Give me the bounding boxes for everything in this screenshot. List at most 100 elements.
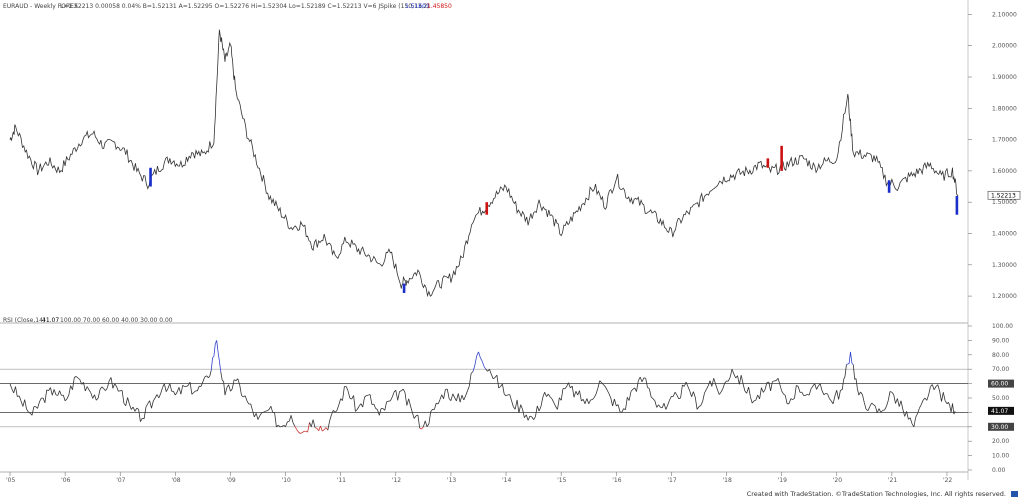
rsi-series-segment [928, 386, 931, 395]
rsi-series-segment [874, 406, 878, 414]
rsi-series-segment [456, 393, 459, 401]
rsi-series-segment [22, 399, 26, 407]
rsi-series-segment [468, 373, 472, 387]
rsi-series-segment [333, 410, 336, 413]
rsi-series-segment [182, 384, 185, 387]
rsi-series-segment [434, 402, 437, 410]
rsi-series-segment [917, 408, 920, 414]
rsi-series-segment [748, 387, 751, 397]
rsi-series-segment [781, 390, 784, 395]
rsi-series-segment [794, 385, 797, 399]
rsi-series-segment [204, 375, 207, 378]
rsi-series-segment [424, 420, 428, 427]
rsi-series-segment [292, 422, 296, 427]
rsi-series-segment [852, 364, 856, 380]
rsi-series-segment [827, 393, 830, 399]
rsi-series-segment [94, 394, 97, 401]
rsi-series-segment [887, 391, 891, 401]
rsi-series-segment [373, 403, 376, 409]
rsi-series-segment [850, 351, 853, 364]
rsi-series-segment [601, 382, 604, 385]
rsi-series-segment [483, 366, 487, 370]
rsi-series-segment [230, 388, 233, 392]
rsi-series-segment [250, 403, 253, 411]
rsi-series-segment [579, 390, 582, 401]
rsi-series-segment [844, 364, 847, 377]
footer: Created with TradeStation. ©TradeStation… [747, 490, 1018, 498]
rsi-series-segment [654, 400, 658, 408]
rsi-series-segment [848, 351, 851, 364]
rsi-series-segment [575, 391, 579, 396]
rsi-series-segment [821, 390, 825, 395]
rsi-series-segment [566, 382, 569, 387]
rsi-series-segment [898, 400, 902, 407]
rsi-series-segment [931, 384, 935, 390]
rsi-series-segment [459, 394, 463, 403]
rsi-tick-label: 10.00 [992, 453, 1009, 460]
rsi-series-segment [950, 403, 953, 413]
rsi-series-segment [761, 387, 764, 393]
rsi-series-segment [48, 387, 51, 391]
rsi-series-segment [331, 410, 334, 415]
rsi-series-segment [522, 409, 525, 418]
rsi-series-segment [884, 406, 887, 411]
rsi-series-segment [84, 386, 88, 392]
rsi-series-segment [880, 410, 883, 413]
rsi-series-segment [893, 394, 896, 404]
rsi-series-segment [265, 410, 268, 412]
rsi-series-segment [915, 413, 918, 418]
rsi-series-segment [895, 398, 898, 404]
rsi-series-segment [426, 423, 430, 427]
rsi-series-segment [902, 409, 906, 417]
rsi-series-segment [582, 399, 586, 404]
x-tick-label: '09 [226, 477, 235, 484]
rsi-series-segment [105, 387, 108, 391]
rsi-series-segment [667, 399, 670, 406]
rsi-series-segment [439, 394, 443, 400]
rsi-series-segment [878, 408, 882, 413]
rsi-series-segment [228, 384, 231, 392]
rsi-series-segment [391, 392, 395, 398]
rsi-series-segment [356, 406, 360, 410]
rsi-series-segment [329, 414, 332, 421]
rsi-series-segment [64, 398, 68, 402]
rsi-series-segment [395, 390, 399, 401]
rsi-series-segment [266, 409, 270, 412]
rsi-series-segment [857, 388, 860, 396]
rsi-series-segment [386, 400, 389, 403]
price-tick-label: 1.50000 [992, 199, 1017, 206]
rsi-series-segment [66, 394, 70, 399]
rsi-series-segment [163, 383, 167, 392]
rsi-series-segment [843, 376, 846, 380]
rsi-series-segment [268, 406, 272, 410]
rsi-series-segment [790, 398, 793, 400]
rsi-series-segment [577, 390, 580, 396]
rsi-series-segment [237, 378, 241, 386]
rsi-series-segment [531, 416, 534, 420]
rsi-series-segment [202, 376, 206, 382]
x-tick-label: '21 [888, 477, 897, 484]
rsi-series-segment [417, 414, 421, 429]
rsi-series-segment [557, 397, 560, 410]
rsi-series-segment [770, 381, 773, 391]
last-price-label: 1.52213 [991, 192, 1016, 199]
rsi-series-segment [206, 375, 209, 379]
rsi-series-segment [639, 376, 643, 383]
rsi-series-segment [535, 405, 538, 417]
rsi-series-segment [722, 382, 726, 389]
rsi-series-segment [750, 396, 753, 404]
rsi-series-segment [92, 394, 95, 399]
rsi-series-segment [836, 390, 839, 400]
rsi-series-segment [99, 386, 103, 390]
rsi-series-segment [777, 378, 781, 385]
rsi-series-segment [277, 424, 281, 428]
rsi-series-segment [919, 404, 922, 409]
rsi-series-segment [224, 387, 228, 396]
rsi-series-segment [53, 389, 57, 395]
rsi-series-segment [121, 390, 125, 404]
rsi-series-segment [421, 426, 424, 430]
rsi-series-segment [823, 393, 826, 396]
rsi-series-segment [342, 386, 345, 401]
rsi-series-segment [746, 386, 749, 394]
rsi-series-segment [860, 391, 863, 396]
